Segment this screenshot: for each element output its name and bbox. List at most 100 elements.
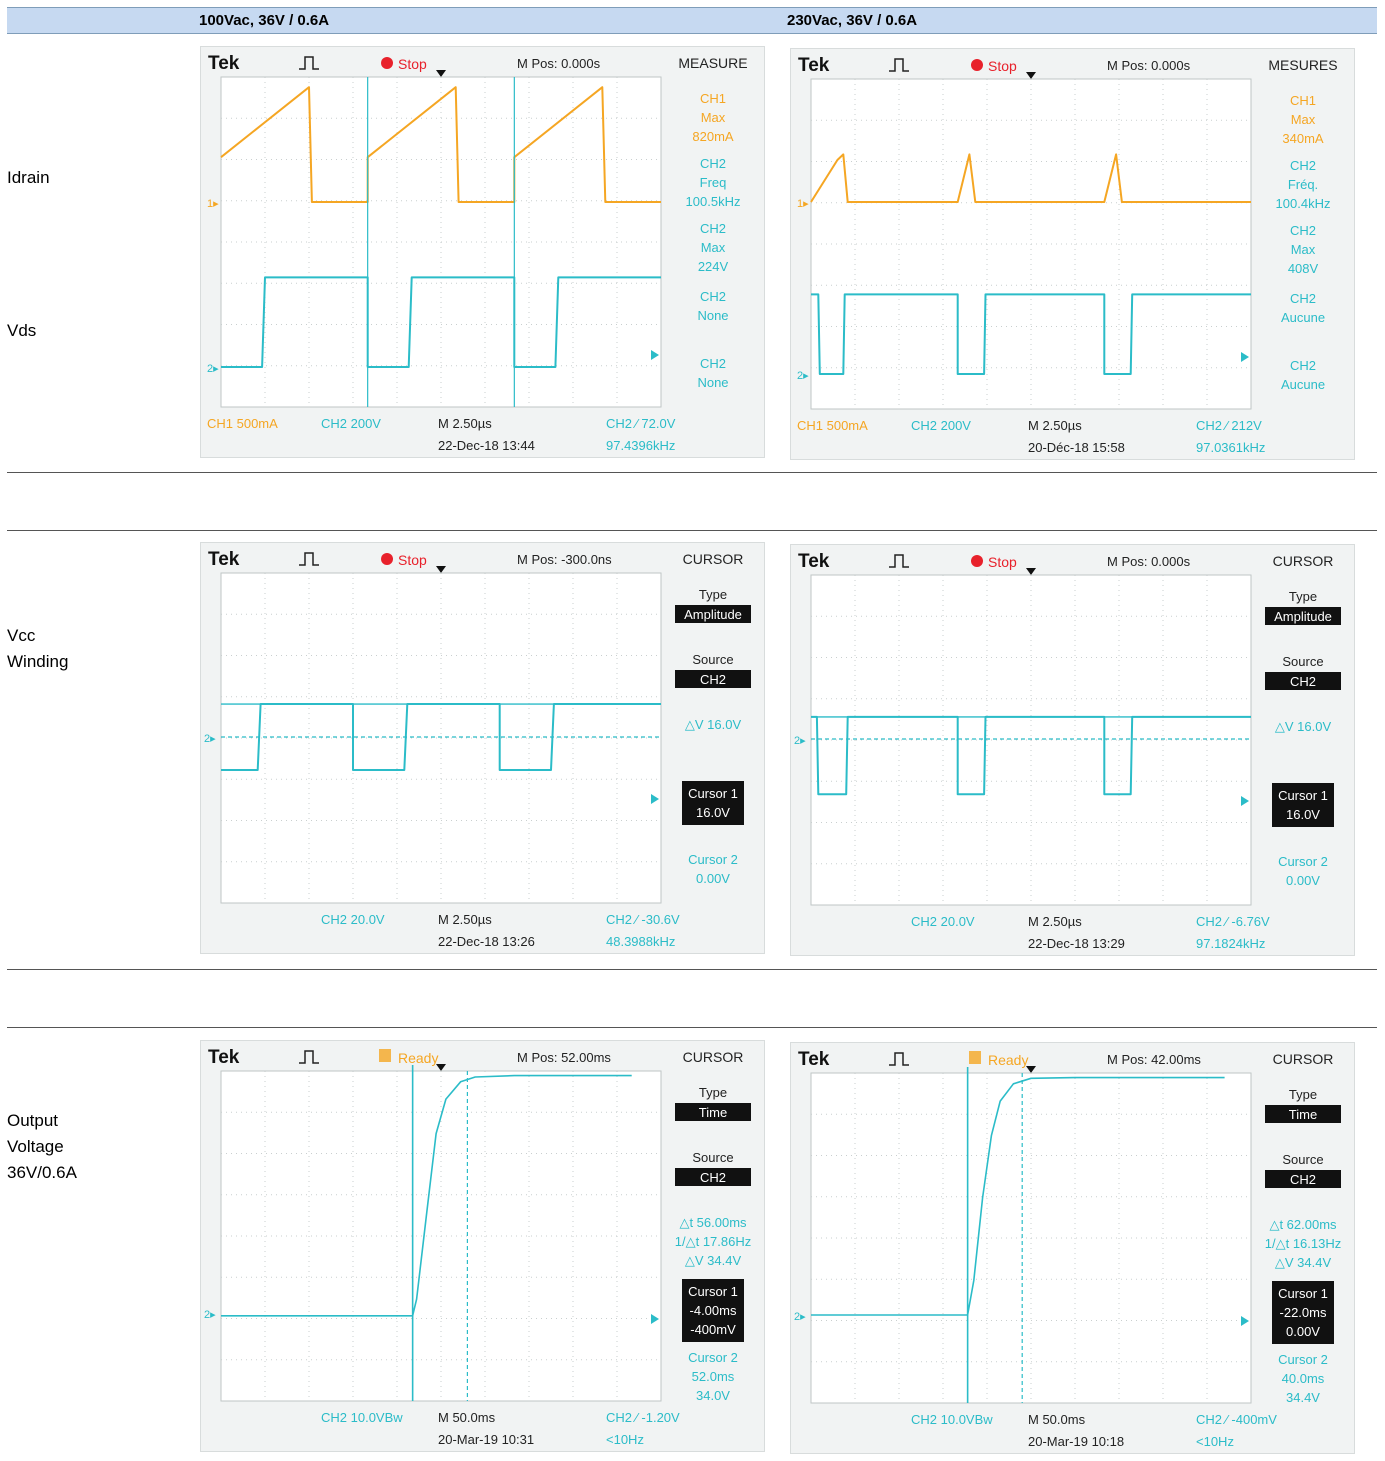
trigger-level-marker: [651, 794, 659, 804]
side-menu-value: Time: [1289, 1107, 1317, 1122]
trigger-level: CH2 ∕ -1.20V: [606, 1410, 680, 1425]
side-menu-text: CH2: [1290, 358, 1316, 373]
ch2-ground-marker: 2▸: [204, 733, 216, 745]
trigger-level: CH2 ∕ -30.6V: [606, 912, 680, 927]
scope-output-voltage-100vac: Tek Ready M Pos: 52.00ms CURSOR Type Time Sour…: [200, 1040, 765, 1452]
trigger-frequency: <10Hz: [606, 1432, 644, 1447]
ch2-waveform: [221, 1074, 632, 1317]
graticule: [220, 76, 662, 408]
scope-vcc-winding-100vac: Tek Stop M Pos: -300.0ns CURSOR Type Amplitud…: [200, 542, 765, 954]
side-menu-text: CH1: [700, 91, 726, 106]
acquisition-status: Ready: [988, 1052, 1028, 1068]
column-header-230vac: 230Vac, 36V / 0.6A: [787, 12, 918, 29]
side-menu-text: CH1: [1290, 93, 1316, 108]
graticule: [220, 572, 662, 904]
ch2-waveform: [811, 293, 1251, 375]
side-menu-text: Source: [692, 1150, 733, 1165]
scope-screen: Tek Stop M Pos: -300.0ns CURSOR Type Amplitud…: [204, 549, 751, 949]
side-menu-value-box: [1265, 1105, 1341, 1123]
scope-screen: Tek Ready M Pos: 52.00ms CURSOR Type Time Sour…: [204, 1047, 751, 1447]
side-menu-text: Fréq.: [1288, 177, 1318, 192]
trigger-frequency: 97.1824kHz: [1196, 936, 1265, 951]
side-menu-text: Aucune: [1281, 377, 1325, 392]
cursor-readout-text: Cursor 1: [688, 786, 738, 801]
ch2-scale: CH2 200V: [321, 416, 381, 431]
trigger-level-marker: [651, 350, 659, 360]
side-menu-value-box: [675, 1103, 751, 1121]
stop-dot-icon: [381, 57, 393, 69]
cursor-readout-text: -400mV: [690, 1322, 736, 1337]
ch2-waveform: [811, 715, 1251, 796]
ch2-scale: CH2 200V: [911, 418, 971, 433]
row-label-vcc-winding: Vcc Winding: [7, 626, 69, 671]
side-menu-text: 820mA: [692, 129, 734, 144]
trigger-position-marker: [436, 566, 446, 573]
pulse-icon: [299, 1050, 319, 1064]
trigger-frequency: 48.3988kHz: [606, 934, 675, 949]
divider: [7, 530, 1377, 531]
ch2-ground-marker: 2▸: [207, 363, 219, 375]
side-menu-text: Type: [699, 1085, 727, 1100]
horizontal-position: M Pos: 0.000s: [1107, 554, 1191, 569]
row-label-idrain: Idrain: [7, 168, 50, 187]
scope-output-voltage-230vac: Tek Ready M Pos: 42.00ms CURSOR Type Time Sour…: [790, 1042, 1355, 1454]
side-menu-text: None: [697, 375, 728, 390]
ready-box-icon: [379, 1049, 391, 1062]
brand-logo: Tek: [798, 551, 830, 572]
timestamp: 20-Mar-19 10:18: [1028, 1434, 1124, 1449]
side-menu-value-box: [675, 670, 751, 688]
side-menu-text: 34.0V: [696, 1388, 730, 1403]
side-menu-text: △V 34.4V: [685, 1253, 742, 1268]
side-menu-text: △V 16.0V: [685, 717, 742, 732]
ch2-scale: CH2 20.0V: [321, 912, 385, 927]
scope-vcc-winding-230vac: Tek Stop M Pos: 0.000s CURSOR Type Amplitude S…: [790, 544, 1355, 956]
brand-logo: Tek: [208, 549, 240, 570]
ch1-scale: CH1 500mA: [207, 416, 278, 431]
side-menu-text: △V 34.4V: [1275, 1255, 1332, 1270]
ch2-ground-marker: 2▸: [794, 1311, 806, 1323]
timestamp: 22-Dec-18 13:29: [1028, 936, 1125, 951]
side-menu-title: CURSOR: [1273, 553, 1334, 569]
side-menu-text: Freq: [700, 175, 727, 190]
scope-idrain-vds-100vac: Tek Stop M Pos: 0.000s MEASURE CH1 Max 820mA CH…: [200, 46, 765, 458]
side-menu-text: Type: [699, 587, 727, 602]
scope-screen: Tek Stop M Pos: 0.000s MESURES CH1 Max 340mA CH…: [797, 55, 1338, 455]
trigger-frequency: 97.4396kHz: [606, 438, 675, 453]
side-menu-value: CH2: [700, 672, 726, 687]
cursor-readout-text: Cursor 1: [1278, 788, 1328, 803]
cursor-readout-box: [682, 1279, 744, 1342]
timebase: M 2.50µs: [438, 912, 492, 927]
cursor-readout-box: [1272, 1281, 1334, 1344]
cursor-readout-text: 16.0V: [696, 805, 730, 820]
acquisition-status: Stop: [988, 58, 1017, 74]
timestamp: 22-Dec-18 13:26: [438, 934, 535, 949]
side-menu-text: Type: [1289, 589, 1317, 604]
timestamp: 20-Mar-19 10:31: [438, 1432, 534, 1447]
side-menu-text: 224V: [698, 259, 729, 274]
timebase: M 2.50µs: [1028, 914, 1082, 929]
ch2-waveform: [221, 703, 661, 771]
ch2-ground-marker: 2▸: [204, 1309, 216, 1321]
ch1-waveform: [810, 153, 1251, 203]
side-menu-value-box: [675, 1168, 751, 1186]
side-menu-text: Source: [1282, 654, 1323, 669]
ch2-waveform: [811, 1076, 1225, 1316]
trigger-level: CH2 ∕ -400mV: [1196, 1412, 1277, 1427]
side-menu-text: 100.5kHz: [686, 194, 741, 209]
side-menu-title: CURSOR: [683, 551, 744, 567]
side-menu-value-box: [675, 605, 751, 623]
side-menu-text: △V 16.0V: [1275, 719, 1332, 734]
side-menu-text: △t 62.00ms: [1269, 1217, 1337, 1232]
timebase: M 50.0ms: [438, 1410, 496, 1425]
side-menu-text: Max: [701, 240, 726, 255]
acquisition-status: Stop: [398, 552, 427, 568]
cursor-readout-text: Cursor 1: [1278, 1286, 1328, 1301]
side-menu-text: Max: [1291, 242, 1316, 257]
trigger-level-marker: [651, 1314, 659, 1324]
side-menu-title: CURSOR: [683, 1049, 744, 1065]
ch2-scale: CH2 20.0V: [911, 914, 975, 929]
side-menu-title: MEASURE: [678, 55, 747, 71]
acquisition-status: Stop: [988, 554, 1017, 570]
scope-screen: Tek Stop M Pos: 0.000s MEASURE CH1 Max 820mA CH…: [207, 53, 748, 453]
trigger-level-marker: [1241, 352, 1249, 362]
